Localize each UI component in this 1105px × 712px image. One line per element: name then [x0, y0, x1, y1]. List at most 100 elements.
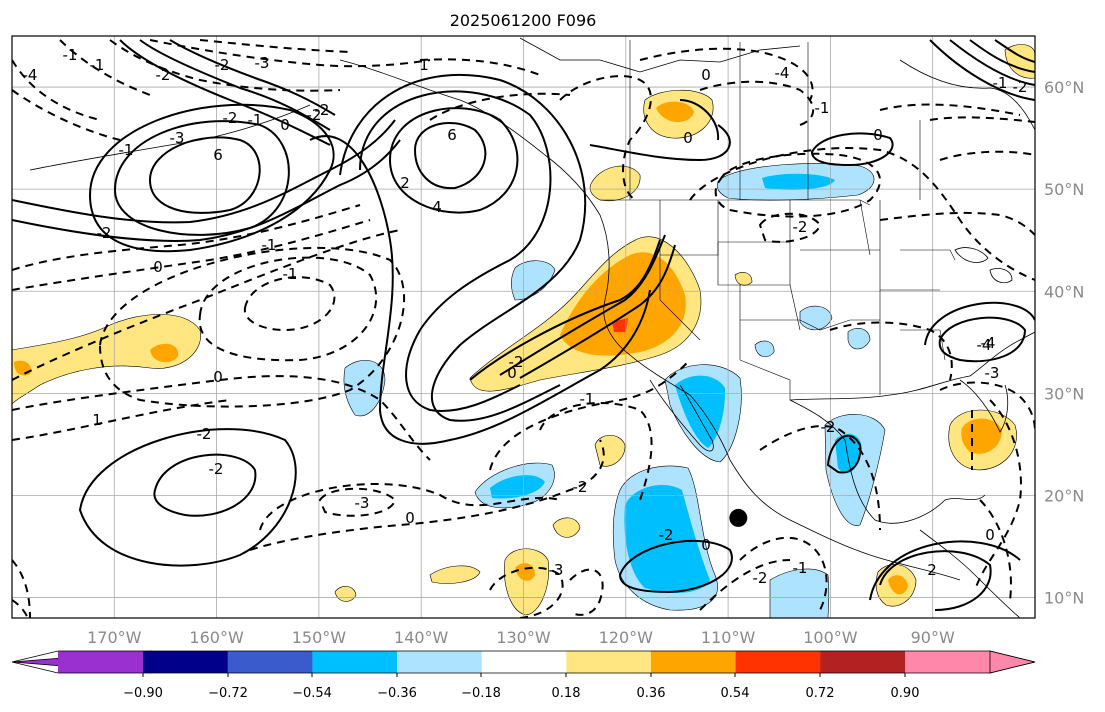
contour-value-label: 0 [405, 509, 415, 527]
latitude-tick-label: 60°N [1044, 78, 1084, 97]
contour-value-label: -4 [775, 64, 790, 82]
contour-value-label: -2 [197, 425, 212, 443]
figure-title: 2025061200 F096 [450, 11, 597, 30]
contour-value-label: -1 [119, 141, 134, 159]
contour-value-label: -3 [255, 54, 270, 72]
colorbar-tick-label: 0.54 [721, 686, 750, 701]
colorbar [11, 650, 1036, 674]
contour-value-label: 0 [507, 364, 517, 382]
contour-value-label: -2 [97, 224, 112, 242]
contour-value-label: -2 [223, 109, 238, 127]
longitude-labels: 170°W 160°W 150°W 140°W 130°W 120°W 110°W 100°W… [87, 628, 955, 647]
contour-value-label: 0 [280, 116, 290, 134]
colorbar-tick-label: −0.54 [292, 686, 332, 701]
contour-value-label: -2 [307, 106, 322, 124]
contour-value-label: -1 [262, 236, 277, 254]
colorbar-bin [143, 651, 229, 673]
contour-value-label: -1 [90, 56, 105, 74]
contour-value-label: -4 [977, 336, 992, 354]
latitude-tick-label: 20°N [1044, 486, 1084, 505]
contour-value-label: -1 [63, 46, 78, 64]
contour-value-label: 0 [701, 66, 711, 84]
contour-value-label: -2 [209, 460, 224, 478]
contour-value-label: -2 [793, 218, 808, 236]
colorbar-tick-label: −0.18 [461, 686, 501, 701]
contour-value-label: 6 [447, 126, 457, 144]
contour-value-label: 0 [873, 126, 883, 144]
latitude-labels: 60°N 50°N 40°N 30°N 20°N 10°N [1044, 78, 1084, 608]
colorbar-tick-label: −0.90 [123, 686, 163, 701]
colorbar-outline [11, 650, 1036, 674]
positive-anomaly-core [150, 343, 179, 363]
longitude-tick-label: 160°W [189, 628, 244, 647]
contour-value-label: -4 [981, 334, 996, 352]
colorbar-bin [227, 651, 313, 673]
latitude-tick-label: 50°N [1044, 180, 1084, 199]
contour-value-label: -2 [509, 353, 524, 371]
positive-anomaly-area [12, 314, 201, 405]
contour-value-label: 0 [213, 368, 223, 386]
longitude-tick-label: 170°W [87, 628, 142, 647]
colorbar-tick-label: −0.36 [377, 686, 417, 701]
colorbar-tick-label: 0.72 [806, 686, 835, 701]
map-frame [11, 35, 1036, 619]
negative-anomaly-core [490, 475, 545, 499]
contour-value-label: -1 [993, 74, 1008, 92]
negative-anomaly-area [847, 327, 871, 350]
longitude-tick-label: 90°W [911, 628, 955, 647]
latitude-tick-label: 40°N [1044, 282, 1084, 301]
contour-value-label: -2 [659, 526, 674, 544]
negative-anomaly-core [762, 173, 835, 190]
positive-anomaly-area [429, 565, 481, 584]
contour-value-label: -2 [156, 66, 171, 84]
longitude-tick-label: 150°W [292, 628, 347, 647]
latitude-tick-label: 10°N [1044, 589, 1084, 608]
contour-value-label: -1 [793, 559, 808, 577]
contour-value-label: 6 [213, 146, 223, 164]
map-panel: -3-2-2-1-2-166420-2-3-4-1-2-11-20-1-101-… [11, 35, 1036, 619]
colorbar-bin [735, 651, 821, 673]
colorbar-bin [481, 651, 567, 673]
contour-value-label: -1 [815, 99, 830, 117]
contour-value-label: 1 [92, 411, 102, 429]
contour-value-label: 2 [400, 174, 410, 192]
negative-anomaly-area [754, 340, 775, 358]
contour-labels: -3-2-2-1-2-166420-2-3-4-1-2-11-20-1-101-… [23, 46, 1028, 587]
coastlines [29, 37, 1035, 618]
colorbar-bin [566, 651, 652, 673]
colorbar-extend-high [989, 650, 1036, 674]
contour-value-label: -2 [315, 101, 330, 119]
contour-value-label: -4 [23, 66, 38, 84]
contour-value-label: 1 [419, 56, 429, 74]
contour-value-label: -3 [355, 494, 370, 512]
longitude-tick-label: 130°W [496, 628, 551, 647]
negative-anomaly-core [835, 434, 862, 474]
gridlines [12, 36, 1035, 618]
contour-value-label: -2 [573, 478, 588, 496]
negative-contours [12, 39, 1035, 618]
contour-value-label: 4 [432, 198, 442, 216]
longitude-tick-label: 100°W [803, 628, 858, 647]
contour-value-label: 0 [985, 526, 995, 544]
longitude-tick-label: 140°W [394, 628, 449, 647]
positive-anomaly-area [594, 434, 626, 467]
latitude-tick-label: 30°N [1044, 384, 1084, 403]
negative-anomaly-core [624, 485, 710, 593]
contour-value-label: -2 [215, 56, 230, 74]
positive-anomaly-core [656, 101, 694, 123]
storm-center-marker [729, 508, 748, 527]
positive-contours [12, 39, 1035, 611]
colorbar-tick-label: 0.90 [891, 686, 920, 701]
negative-anomaly-area [769, 568, 830, 618]
contour-value-label: 0 [683, 129, 693, 147]
contour-value-label: -2 [821, 418, 836, 436]
colorbar-bin [58, 651, 143, 673]
contour-value-label: -3 [549, 561, 564, 579]
state-boundaries [600, 40, 956, 400]
positive-anomaly-area [504, 548, 550, 616]
longitude-tick-label: 120°W [599, 628, 654, 647]
contour-value-label: -2 [1013, 78, 1028, 96]
positive-anomaly-area [552, 517, 581, 538]
contour-value-label: 2 [927, 561, 937, 579]
contour-value-label: 0 [701, 536, 711, 554]
